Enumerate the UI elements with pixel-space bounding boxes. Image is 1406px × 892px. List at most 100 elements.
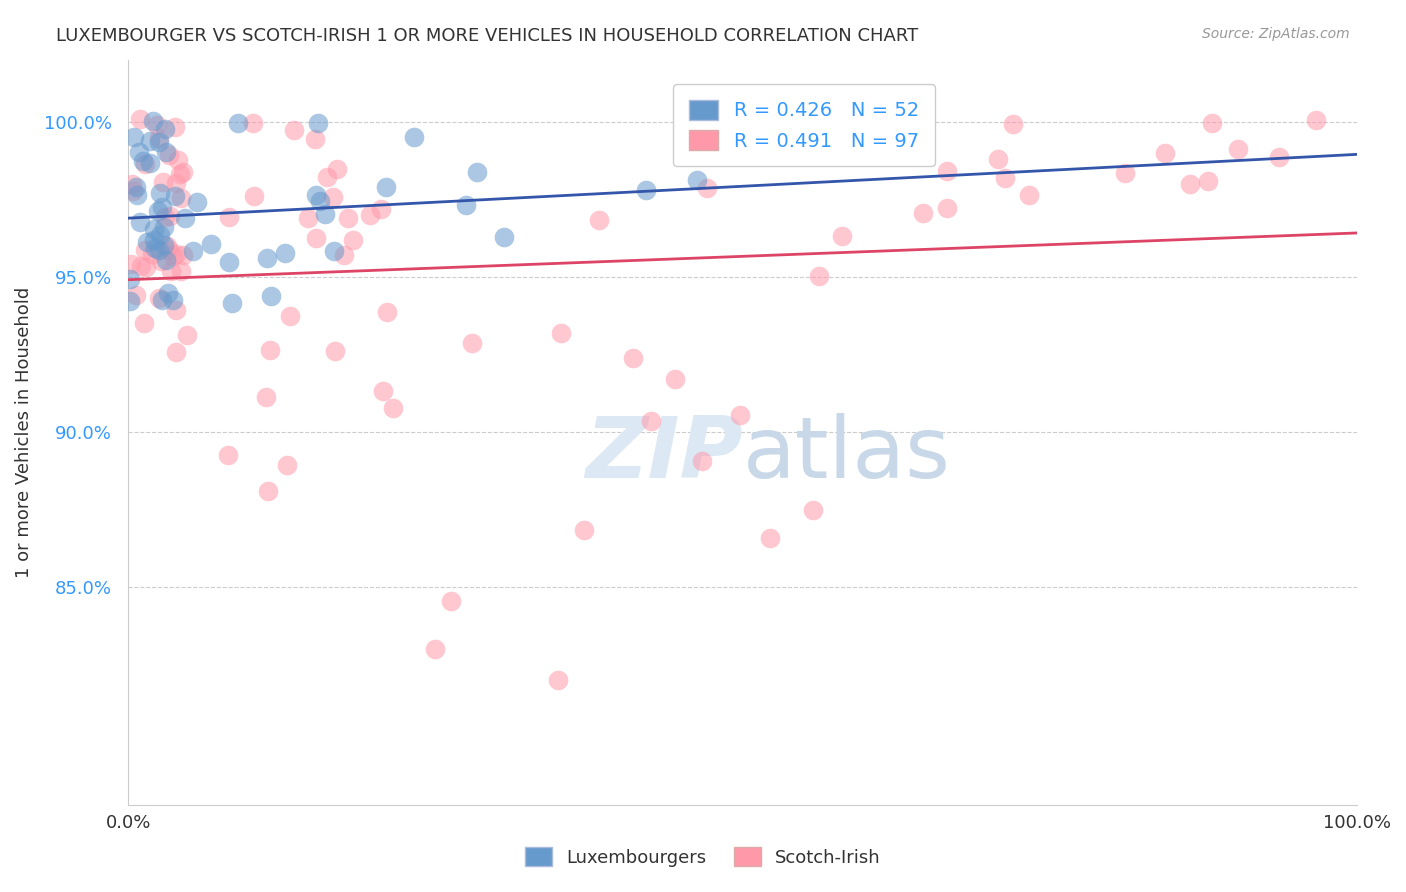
Point <box>172 165 194 179</box>
Point <box>588 213 610 227</box>
Point <box>936 201 959 215</box>
Y-axis label: 1 or more Vehicles in Household: 1 or more Vehicles in Household <box>15 286 32 578</box>
Point <box>332 248 354 262</box>
Point <box>1305 113 1327 128</box>
Point <box>322 190 344 204</box>
Point <box>157 285 180 300</box>
Point <box>1001 117 1024 131</box>
Point <box>150 200 173 214</box>
Point <box>181 244 204 258</box>
Point <box>163 120 186 135</box>
Point <box>686 172 709 186</box>
Point <box>371 384 394 398</box>
Point <box>621 351 644 365</box>
Point <box>465 165 488 179</box>
Point <box>242 115 264 129</box>
Point <box>370 202 392 216</box>
Point <box>155 145 177 160</box>
Point <box>375 179 398 194</box>
Point <box>256 252 278 266</box>
Point <box>994 171 1017 186</box>
Point <box>120 272 142 286</box>
Point <box>127 187 149 202</box>
Point <box>156 238 179 252</box>
Point <box>153 122 176 136</box>
Point <box>831 228 853 243</box>
Point <box>152 219 174 234</box>
Point <box>148 292 170 306</box>
Point <box>153 238 176 252</box>
Point <box>315 169 337 184</box>
Point <box>153 211 176 225</box>
Point <box>165 302 187 317</box>
Point <box>634 183 657 197</box>
Point <box>1226 142 1249 156</box>
Point <box>136 235 159 250</box>
Point <box>547 673 569 688</box>
Point <box>690 454 713 468</box>
Point <box>165 176 187 190</box>
Point <box>305 187 328 202</box>
Point <box>146 203 169 218</box>
Point <box>276 458 298 473</box>
Point <box>987 152 1010 166</box>
Point <box>142 114 165 128</box>
Point <box>308 194 330 208</box>
Point <box>174 211 197 225</box>
Point <box>170 264 193 278</box>
Point <box>307 115 329 129</box>
Point <box>218 255 240 269</box>
Point <box>440 594 463 608</box>
Point <box>122 184 145 198</box>
Point <box>912 206 935 220</box>
Point <box>159 209 181 223</box>
Point <box>148 131 170 145</box>
Point <box>305 231 328 245</box>
Point <box>759 531 782 545</box>
Point <box>283 122 305 136</box>
Point <box>121 257 143 271</box>
Point <box>149 228 172 243</box>
Point <box>914 122 936 136</box>
Point <box>122 130 145 145</box>
Point <box>359 208 381 222</box>
Point <box>149 254 172 268</box>
Point <box>1114 166 1136 180</box>
Point <box>226 116 249 130</box>
Point <box>550 326 572 341</box>
Point <box>243 189 266 203</box>
Point <box>323 343 346 358</box>
Point <box>1197 174 1219 188</box>
Point <box>155 253 177 268</box>
Point <box>172 248 194 262</box>
Point <box>936 163 959 178</box>
Point <box>664 372 686 386</box>
Point <box>160 264 183 278</box>
Point <box>907 145 929 159</box>
Point <box>142 222 165 236</box>
Point <box>337 211 360 225</box>
Point <box>149 186 172 201</box>
Text: atlas: atlas <box>742 413 950 496</box>
Text: ZIP: ZIP <box>585 413 742 496</box>
Point <box>169 167 191 181</box>
Point <box>200 236 222 251</box>
Point <box>139 134 162 148</box>
Point <box>128 145 150 159</box>
Legend: R = 0.426   N = 52, R = 0.491   N = 97: R = 0.426 N = 52, R = 0.491 N = 97 <box>673 84 935 166</box>
Point <box>186 195 208 210</box>
Point <box>157 148 180 162</box>
Point <box>132 154 155 169</box>
Point <box>640 414 662 428</box>
Point <box>304 132 326 146</box>
Legend: Luxembourgers, Scotch-Irish: Luxembourgers, Scotch-Irish <box>517 840 889 874</box>
Point <box>404 130 426 145</box>
Point <box>143 241 166 255</box>
Point <box>166 247 188 261</box>
Point <box>150 293 173 307</box>
Point <box>728 408 751 422</box>
Point <box>134 157 156 171</box>
Point <box>260 289 283 303</box>
Point <box>162 249 184 263</box>
Point <box>877 137 900 152</box>
